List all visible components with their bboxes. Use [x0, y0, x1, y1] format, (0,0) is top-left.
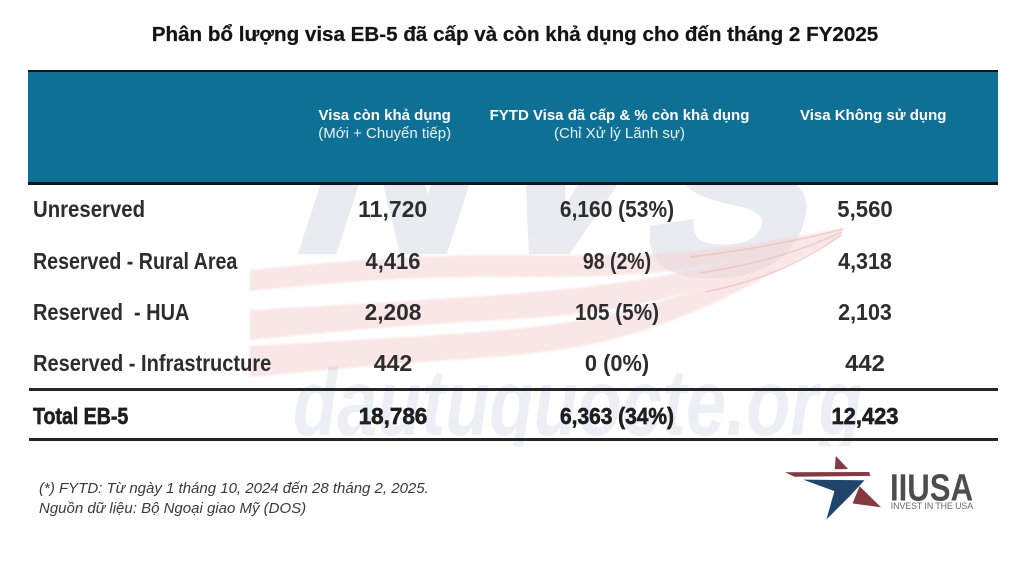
svg-text:INVEST IN THE USA: INVEST IN THE USA — [891, 501, 973, 511]
svg-text:dautuquocte.org: dautuquocte.org — [293, 349, 862, 455]
svg-text:IIUSA: IIUSA — [890, 468, 973, 510]
